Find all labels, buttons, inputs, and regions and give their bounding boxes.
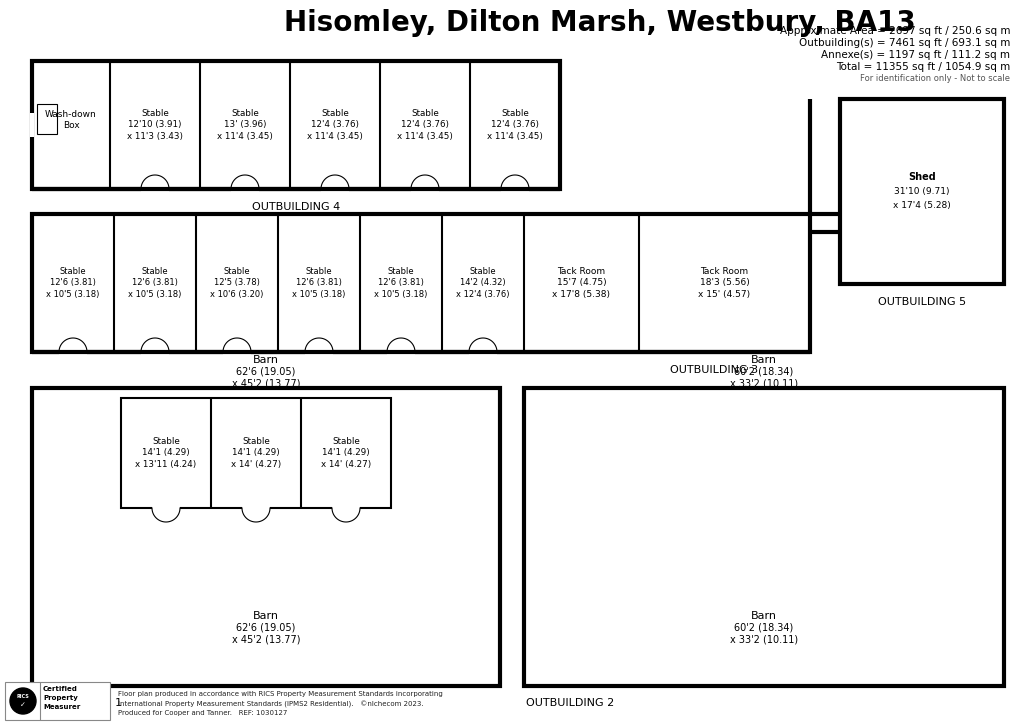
Text: Stable
12'5 (3.78)
x 10'6 (3.20): Stable 12'5 (3.78) x 10'6 (3.20) <box>210 266 264 299</box>
Text: Stable
12'10 (3.91)
x 11'3 (3.43): Stable 12'10 (3.91) x 11'3 (3.43) <box>127 109 183 141</box>
Text: Tack Room
18'3 (5.56)
x 15' (4.57): Tack Room 18'3 (5.56) x 15' (4.57) <box>698 266 751 299</box>
Text: Stable
12'6 (3.81)
x 10'5 (3.18): Stable 12'6 (3.81) x 10'5 (3.18) <box>375 266 428 299</box>
Bar <box>32 61 560 189</box>
Text: Floor plan produced in accordance with RICS Property Measurement Standards incor: Floor plan produced in accordance with R… <box>118 691 442 716</box>
Text: OUTBUILDING 5: OUTBUILDING 5 <box>878 297 966 307</box>
Bar <box>840 99 1004 284</box>
Text: OUTBUILDING 3: OUTBUILDING 3 <box>671 365 759 375</box>
Text: Stable
14'1 (4.29)
x 14' (4.27): Stable 14'1 (4.29) x 14' (4.27) <box>230 437 282 469</box>
Bar <box>37 104 57 134</box>
Text: Stable
14'1 (4.29)
x 14' (4.27): Stable 14'1 (4.29) x 14' (4.27) <box>321 437 371 469</box>
Text: Wash-down
Box: Wash-down Box <box>45 109 97 130</box>
Text: Barn: Barn <box>253 355 279 365</box>
Text: Hisomley, Dilton Marsh, Westbury, BA13: Hisomley, Dilton Marsh, Westbury, BA13 <box>284 9 915 37</box>
Text: x 45'2 (13.77): x 45'2 (13.77) <box>231 635 300 645</box>
Text: Total = 11355 sq ft / 1054.9 sq m: Total = 11355 sq ft / 1054.9 sq m <box>836 62 1010 72</box>
Text: Shed: Shed <box>908 172 936 182</box>
Text: OUTBUILDING 4: OUTBUILDING 4 <box>252 202 340 212</box>
Text: Annexe(s) = 1197 sq ft / 111.2 sq m: Annexe(s) = 1197 sq ft / 111.2 sq m <box>821 50 1010 60</box>
Text: 60'2 (18.34): 60'2 (18.34) <box>734 367 794 377</box>
Text: Measurer: Measurer <box>43 704 80 710</box>
Text: Certified: Certified <box>43 686 78 692</box>
Text: Barn: Barn <box>751 355 777 365</box>
Text: OUTBUILDING 2: OUTBUILDING 2 <box>526 698 614 708</box>
Text: Barn: Barn <box>253 611 279 621</box>
Text: 60'2 (18.34): 60'2 (18.34) <box>734 623 794 633</box>
Text: Stable
14'1 (4.29)
x 13'11 (4.24): Stable 14'1 (4.29) x 13'11 (4.24) <box>135 437 197 469</box>
Bar <box>524 388 1004 686</box>
Text: Outbuilding(s) = 7461 sq ft / 693.1 sq m: Outbuilding(s) = 7461 sq ft / 693.1 sq m <box>799 38 1010 48</box>
Text: 31'10 (9.71): 31'10 (9.71) <box>894 187 949 196</box>
Text: 62'6 (19.05): 62'6 (19.05) <box>237 367 296 377</box>
Bar <box>5 682 110 720</box>
Text: Stable
12'6 (3.81)
x 10'5 (3.18): Stable 12'6 (3.81) x 10'5 (3.18) <box>128 266 181 299</box>
Text: Barn: Barn <box>751 611 777 621</box>
Text: Stable
12'6 (3.81)
x 10'5 (3.18): Stable 12'6 (3.81) x 10'5 (3.18) <box>46 266 99 299</box>
Text: OUTBUILDING 1: OUTBUILDING 1 <box>34 698 122 708</box>
Text: For identification only - Not to scale: For identification only - Not to scale <box>860 74 1010 83</box>
Text: x 45'2 (13.77): x 45'2 (13.77) <box>231 379 300 389</box>
Text: 62'6 (19.05): 62'6 (19.05) <box>237 623 296 633</box>
Bar <box>32 214 810 352</box>
Text: x 33'2 (10.11): x 33'2 (10.11) <box>730 379 798 389</box>
Bar <box>121 398 391 508</box>
Text: RICS: RICS <box>16 694 30 699</box>
Text: Tack Room
15'7 (4.75)
x 17'8 (5.38): Tack Room 15'7 (4.75) x 17'8 (5.38) <box>553 266 610 299</box>
Text: Stable
12'4 (3.76)
x 11'4 (3.45): Stable 12'4 (3.76) x 11'4 (3.45) <box>307 109 362 141</box>
Bar <box>32 388 500 686</box>
Text: x 17'4 (5.28): x 17'4 (5.28) <box>893 201 951 210</box>
Text: Stable
12'4 (3.76)
x 11'4 (3.45): Stable 12'4 (3.76) x 11'4 (3.45) <box>487 109 543 141</box>
Circle shape <box>10 688 36 714</box>
Text: Stable
12'6 (3.81)
x 10'5 (3.18): Stable 12'6 (3.81) x 10'5 (3.18) <box>292 266 346 299</box>
Text: ✓: ✓ <box>20 702 26 708</box>
Text: Property: Property <box>43 695 78 701</box>
Text: x 33'2 (10.11): x 33'2 (10.11) <box>730 635 798 645</box>
Text: Stable
13' (3.96)
x 11'4 (3.45): Stable 13' (3.96) x 11'4 (3.45) <box>217 109 273 141</box>
Text: Stable
12'4 (3.76)
x 11'4 (3.45): Stable 12'4 (3.76) x 11'4 (3.45) <box>397 109 453 141</box>
Text: Stable
14'2 (4.32)
x 12'4 (3.76): Stable 14'2 (4.32) x 12'4 (3.76) <box>457 266 510 299</box>
Text: Approximate Area = 2697 sq ft / 250.6 sq m: Approximate Area = 2697 sq ft / 250.6 sq… <box>779 26 1010 36</box>
